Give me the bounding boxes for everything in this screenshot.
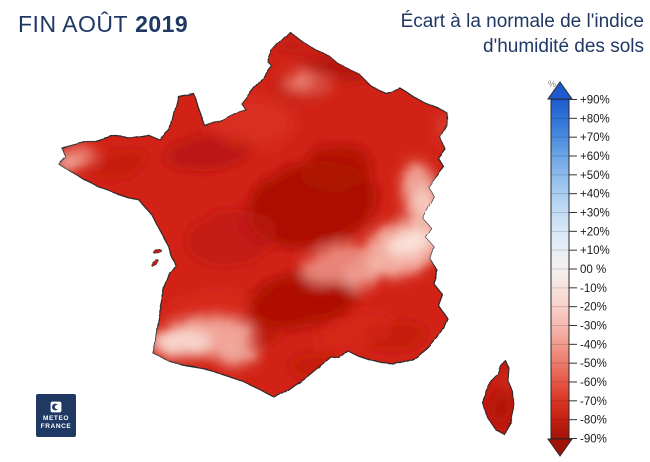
logo-line2: FRANCE (40, 422, 72, 430)
legend-label: +60% (580, 151, 610, 163)
map-layer (58, 31, 515, 435)
legend-label: +30% (580, 208, 610, 220)
atlantic-islands (150, 249, 162, 267)
legend-label: +20% (580, 226, 610, 238)
legend-label: -90% (580, 434, 607, 446)
period-label: FIN AOÛT (18, 11, 129, 37)
legend-unit-symbol: % (548, 79, 556, 89)
legend-svg: % +90% +80% +70% +60% +50% +40% +30% +20% +10% 00 … (547, 79, 610, 457)
period-year: 2019 (135, 11, 189, 37)
moisture-anomaly-patches (59, 34, 447, 378)
legend-label: -30% (580, 321, 607, 333)
legend-label: 00 % (580, 264, 606, 276)
color-scale-legend: % +90% +80% +70% +60% +50% +40% +30% +20% +10% 00 … (546, 78, 636, 462)
legend-label: +80% (580, 113, 610, 125)
legend-label: -40% (580, 339, 607, 351)
meteo-france-logo: METEO FRANCE (36, 394, 76, 437)
legend-label: -50% (580, 358, 607, 370)
map-title: Écart à la normale de l'indice d'humidit… (401, 9, 644, 59)
legend-label: +70% (580, 132, 610, 144)
legend-label: -80% (580, 415, 607, 427)
period-title: FIN AOÛT 2019 (18, 11, 188, 38)
map-title-line1: Écart à la normale de l'indice (400, 11, 644, 32)
legend-label: -70% (580, 396, 607, 408)
legend-label: -10% (580, 283, 607, 295)
legend-label: +90% (580, 95, 610, 107)
legend-label: -20% (580, 302, 607, 314)
map-title-line2: d'humidité des sols (483, 36, 644, 57)
legend-label: +10% (580, 245, 610, 257)
legend-label: +40% (580, 189, 610, 201)
legend-label: -60% (580, 377, 607, 389)
logo-line1: METEO (42, 415, 70, 422)
legend-arrow-down (547, 438, 573, 457)
meteo-france-icon (50, 401, 62, 413)
legend-label: +50% (580, 170, 610, 182)
meteo-france-wordmark: METEO FRANCE (41, 415, 72, 430)
